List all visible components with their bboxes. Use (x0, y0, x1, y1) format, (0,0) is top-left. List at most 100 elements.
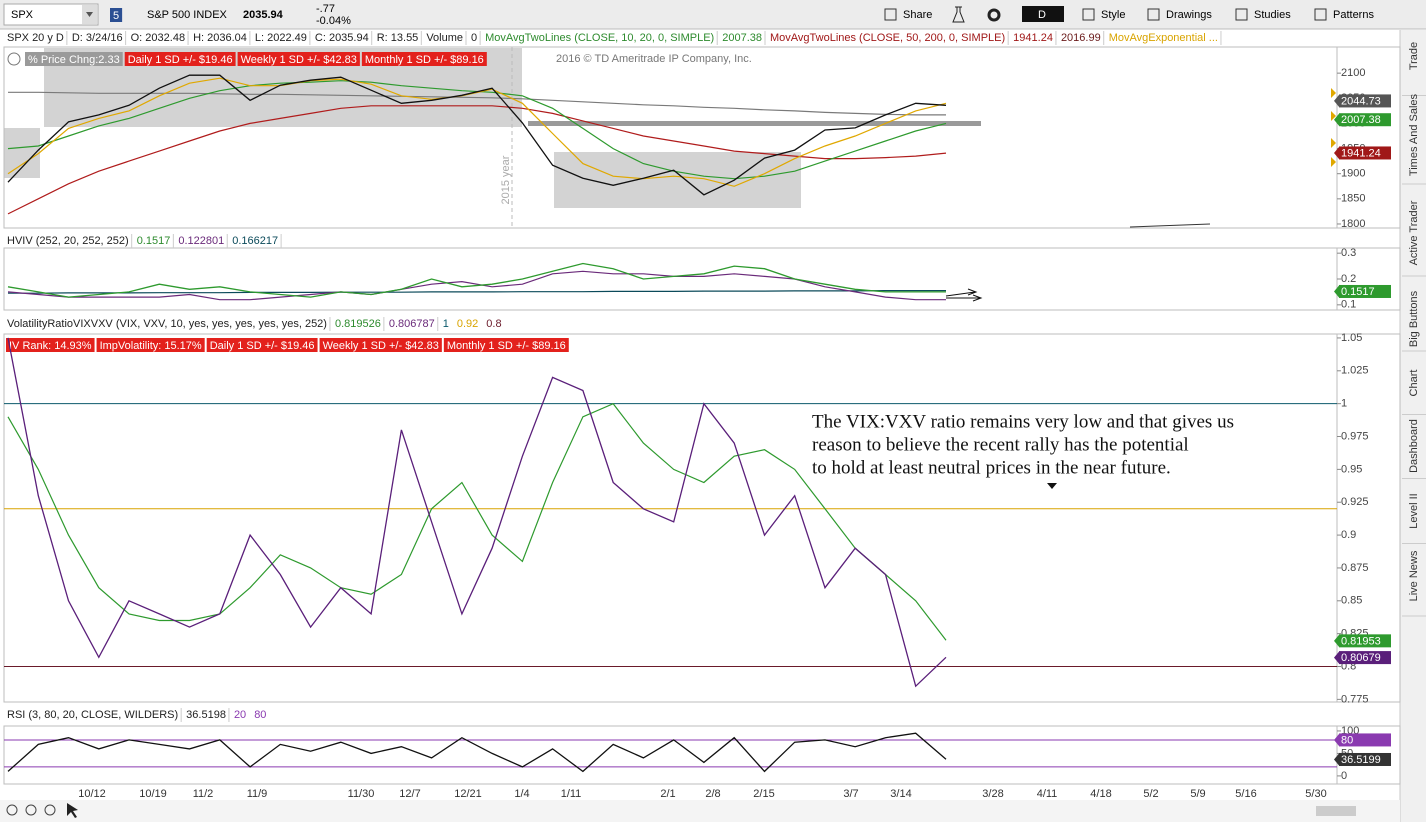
y-tick-label: 2100 (1341, 67, 1365, 79)
copyright: 2016 © TD Ameritrade IP Company, Inc. (556, 53, 752, 65)
study-header: 2016.99 (1061, 32, 1101, 44)
y-tick-label: 0.2 (1341, 273, 1356, 285)
level-line (528, 121, 981, 126)
study-header: MovAvgTwoLines (CLOSE, 50, 200, 0, SIMPL… (770, 32, 1005, 44)
x-tick-label: 12/21 (454, 788, 482, 800)
sidebar-tab[interactable]: Times And Sales (1408, 93, 1420, 176)
sidebar (1400, 30, 1426, 822)
sidebar-tab[interactable]: Dashboard (1408, 419, 1420, 473)
value-marker-bg (1339, 284, 1391, 298)
study-header: VolatilityRatioVIXVXV (VIX, VXV, 10, yes… (7, 318, 327, 330)
y-tick-label: 0.975 (1341, 430, 1369, 442)
timeframe-label[interactable]: D (1038, 9, 1046, 21)
toolbar-button[interactable]: Drawings (1166, 9, 1212, 21)
button-icon[interactable] (884, 8, 897, 21)
x-tick-label: 4/18 (1090, 788, 1111, 800)
value-marker: 0.1517 (1341, 286, 1375, 298)
y-tick-label: 0.95 (1341, 463, 1362, 475)
value-marker-bg (1339, 634, 1391, 648)
symbol-name: S&P 500 INDEX (147, 9, 228, 21)
study-header: RSI (3, 80, 20, CLOSE, WILDERS) (7, 709, 178, 721)
button-icon[interactable] (1314, 8, 1327, 21)
range-box (4, 128, 40, 178)
x-tick-label: 10/19 (139, 788, 167, 800)
study-header: 2007.38 (722, 32, 762, 44)
x-tick-label: 2/15 (753, 788, 774, 800)
symbol-box[interactable] (3, 3, 99, 26)
button-icon[interactable] (1147, 8, 1160, 21)
series-line (7, 270, 946, 301)
ref-level: 80 (254, 709, 266, 721)
zoom-out-icon[interactable] (44, 804, 56, 816)
button-icon[interactable] (1082, 8, 1095, 21)
study-header: L: 2022.49 (255, 32, 307, 44)
y-tick-label: 0.9 (1341, 529, 1356, 541)
sidebar-tab[interactable]: Big Buttons (1408, 290, 1420, 347)
value-marker: 1941.24 (1341, 147, 1381, 159)
toolbar-button[interactable]: Studies (1254, 9, 1291, 21)
series-line (7, 732, 947, 773)
study-header: MovAvgExponential ... (1109, 32, 1218, 44)
y-tick-label: 0.3 (1341, 247, 1356, 259)
toolbar-button[interactable]: Share (903, 9, 932, 21)
value-marker: 2007.38 (1341, 114, 1381, 126)
gear-icon[interactable] (987, 8, 1001, 22)
sidebar-tab[interactable]: Level II (1408, 493, 1420, 528)
cursor-icon[interactable] (67, 803, 78, 818)
dropdown-arrow (86, 12, 93, 17)
x-tick-label: 11/9 (247, 788, 268, 800)
study-header: SPX 20 y D (7, 32, 64, 44)
axis-pointer (1334, 733, 1339, 746)
value-marker: 80 (1341, 734, 1353, 746)
y-tick-label: 1.025 (1341, 365, 1369, 377)
year-marker: 2015 year (500, 155, 512, 204)
axis-arrow (1331, 157, 1336, 167)
scrollbar[interactable] (1316, 806, 1356, 816)
toolbar-button[interactable]: Patterns (1333, 9, 1374, 21)
study-badge-bg (206, 338, 318, 352)
sidebar-tab[interactable]: Trade (1408, 42, 1420, 70)
info-icon[interactable] (7, 52, 21, 66)
study-header: MovAvgTwoLines (CLOSE, 10, 20, 0, SIMPLE… (485, 32, 714, 44)
button-icon[interactable] (1235, 8, 1248, 21)
sidebar-tab[interactable]: Live News (1408, 550, 1420, 601)
study-header: D: 3/24/16 (72, 32, 123, 44)
study-badge: Weekly 1 SD +/- $42.83 (241, 54, 357, 66)
study-badge: Monthly 1 SD +/- $89.16 (365, 54, 484, 66)
y-tick-label: 1800 (1341, 218, 1365, 230)
y-tick-label: 0 (1341, 770, 1347, 782)
zoom-icon[interactable] (6, 804, 18, 816)
study-badge-bg (361, 52, 487, 66)
y-tick-label: 0.85 (1341, 595, 1362, 607)
toolbar-button[interactable]: Style (1101, 9, 1125, 21)
value-marker-bg (1339, 752, 1391, 766)
symbol[interactable]: SPX (11, 9, 34, 21)
link-badge[interactable]: 5 (113, 10, 119, 22)
study-badge: Daily 1 SD +/- $19.46 (128, 54, 233, 66)
timeframe-button[interactable] (1022, 6, 1064, 22)
value-marker: 36.5199 (1341, 754, 1381, 766)
study-badge-bg (319, 338, 442, 352)
study-header: O: 2032.48 (131, 32, 185, 44)
pct-change: -0.04% (316, 15, 351, 27)
axis-arrow (1331, 111, 1336, 121)
study-header: 0.1517 (137, 235, 171, 247)
sidebar-tab[interactable]: Chart (1408, 370, 1420, 397)
sidebar-tab[interactable]: Active Trader (1408, 200, 1420, 265)
x-tick-label: 12/7 (399, 788, 420, 800)
zoom-in-icon[interactable] (25, 804, 37, 816)
flask-icon[interactable] (952, 6, 965, 23)
link-badge-bg[interactable] (110, 8, 123, 22)
study-header: Volume (426, 32, 463, 44)
study-badge-bg (6, 338, 95, 352)
study-badge-bg (96, 338, 205, 352)
arrow (946, 294, 983, 302)
series-line (7, 74, 947, 196)
study-header: R: 13.55 (377, 32, 419, 44)
value-marker: 2044.73 (1341, 95, 1381, 107)
axis-pointer (1334, 285, 1339, 298)
study-header: 1941.24 (1013, 32, 1053, 44)
value-marker: 0.80679 (1341, 652, 1381, 664)
study-badge: ImpVolatility: 15.17% (100, 340, 202, 352)
